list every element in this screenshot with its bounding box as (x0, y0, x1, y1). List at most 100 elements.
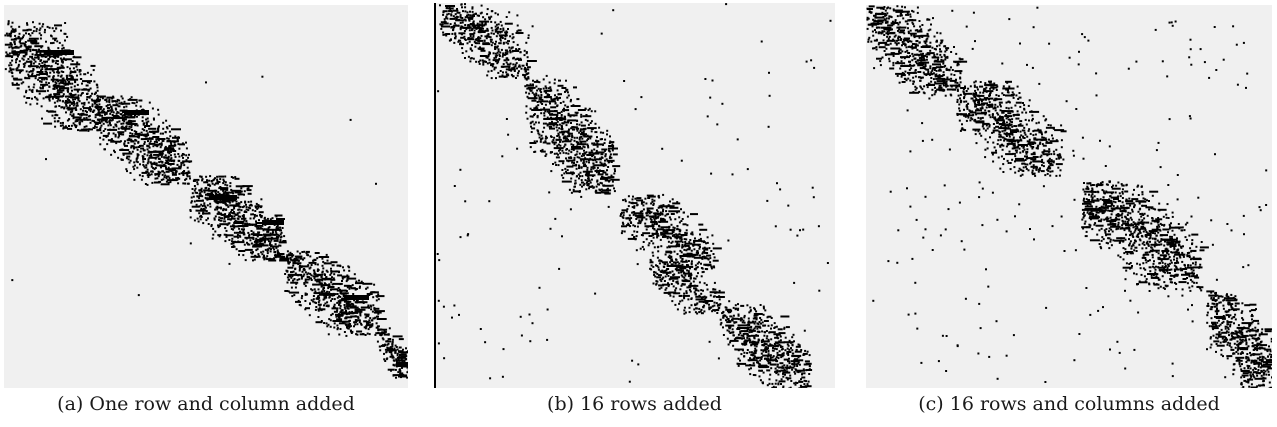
nonzero-mark (316, 270, 319, 272)
nonzero-mark (218, 175, 225, 178)
nonzero-mark (30, 62, 33, 65)
nonzero-mark (109, 109, 112, 112)
nonzero-mark (266, 230, 270, 233)
nonzero-mark (394, 349, 397, 352)
nonzero-mark (23, 64, 26, 67)
nonzero-mark (69, 100, 72, 103)
nonzero-mark (670, 255, 673, 258)
nonzero-mark (675, 245, 681, 248)
nonzero-mark (333, 306, 336, 309)
nonzero-mark (242, 216, 245, 219)
nonzero-mark (693, 241, 696, 244)
nonzero-mark (636, 199, 644, 202)
nonzero-mark (63, 82, 72, 85)
nonzero-mark (195, 209, 198, 212)
nonzero-mark (683, 248, 686, 251)
nonzero-mark (692, 243, 695, 246)
nonzero-mark (681, 275, 684, 278)
nonzero-mark (493, 66, 497, 69)
nonzero-mark (136, 155, 139, 157)
nonzero-mark (510, 69, 513, 72)
nonzero-mark (41, 68, 44, 71)
nonzero-mark (96, 129, 99, 132)
nonzero-mark (538, 133, 541, 136)
nonzero-mark (64, 83, 67, 86)
nonzero-mark (238, 208, 241, 211)
nonzero-mark (634, 212, 637, 215)
nonzero-mark (45, 78, 48, 81)
nonzero-mark (671, 229, 674, 232)
nonzero-mark (555, 97, 560, 100)
nonzero-mark (97, 111, 100, 114)
nonzero-mark (358, 321, 361, 324)
nonzero-mark (584, 118, 587, 121)
nonzero-mark (372, 296, 375, 299)
nonzero-mark (760, 349, 763, 352)
nonzero-mark (25, 70, 28, 73)
nonzero-mark (294, 272, 297, 275)
nonzero-mark (268, 259, 277, 262)
nonzero-mark (587, 177, 589, 180)
nonzero-mark (146, 144, 149, 147)
nonzero-mark (135, 101, 138, 104)
nonzero-mark (60, 70, 63, 73)
nonzero-mark (86, 71, 89, 74)
nonzero-mark (200, 216, 203, 218)
nonzero-mark (496, 54, 498, 57)
nonzero-mark (667, 292, 671, 295)
nonzero-mark (7, 23, 10, 26)
nonzero-mark (162, 132, 164, 135)
nonzero-mark (564, 104, 567, 107)
nonzero-mark (292, 270, 295, 273)
nonzero-mark (667, 240, 670, 243)
nonzero-mark (750, 358, 753, 361)
nonzero-mark (602, 176, 605, 179)
nonzero-mark (304, 284, 307, 287)
nonzero-mark (694, 311, 697, 314)
nonzero-mark (105, 118, 108, 121)
nonzero-mark (10, 45, 13, 48)
nonzero-mark (107, 132, 110, 135)
nonzero-mark (553, 143, 556, 146)
nonzero-mark (29, 48, 32, 51)
nonzero-mark (676, 280, 679, 283)
nonzero-mark (668, 254, 671, 257)
nonzero-mark (53, 56, 56, 58)
nonzero-mark (39, 87, 42, 90)
nonzero-mark (716, 304, 719, 307)
nonzero-mark (598, 126, 601, 129)
nonzero-mark (355, 280, 358, 283)
nonzero-mark (537, 104, 540, 107)
nonzero-mark (135, 104, 138, 107)
nonzero-mark (646, 214, 649, 217)
nonzero-mark (203, 202, 206, 205)
nonzero-mark (589, 122, 592, 124)
nonzero-mark (297, 259, 300, 262)
nonzero-mark (356, 301, 359, 304)
nonzero-mark (129, 159, 132, 162)
nonzero-mark (698, 281, 701, 284)
nonzero-mark (551, 118, 558, 120)
nonzero-mark (692, 280, 695, 283)
nonzero-mark (689, 239, 692, 241)
nonzero-mark (255, 237, 258, 240)
nonzero-mark (737, 324, 748, 327)
nonzero-mark (344, 289, 347, 292)
nonzero-mark (327, 286, 335, 288)
nonzero-mark (691, 253, 694, 256)
nonzero-mark (562, 151, 565, 154)
nonzero-mark (193, 185, 196, 187)
nonzero-mark (567, 130, 570, 133)
nonzero-mark (657, 274, 662, 277)
nonzero-mark (339, 265, 342, 268)
nonzero-mark (345, 313, 348, 316)
nonzero-mark (501, 37, 504, 39)
nonzero-mark (761, 330, 764, 333)
nonzero-mark (266, 217, 269, 220)
nonzero-mark (713, 304, 716, 307)
nonzero-mark (36, 66, 38, 69)
nonzero-mark (550, 151, 553, 154)
nonzero-mark (490, 15, 493, 18)
nonzero-mark (64, 125, 67, 128)
nonzero-mark (232, 228, 235, 231)
